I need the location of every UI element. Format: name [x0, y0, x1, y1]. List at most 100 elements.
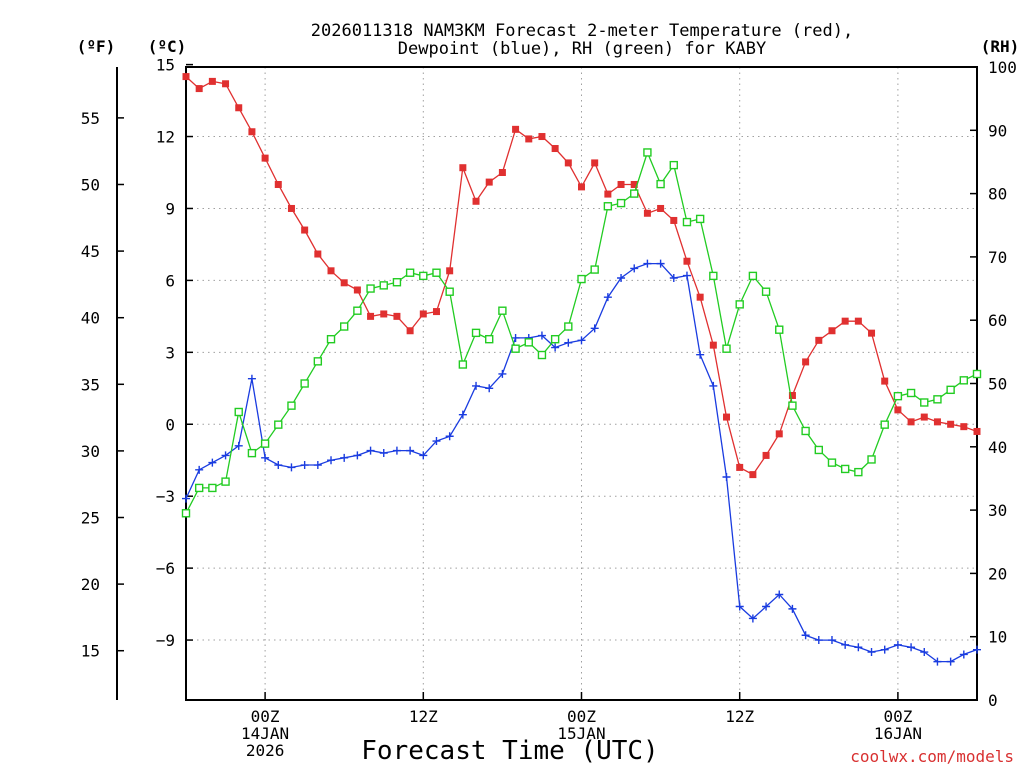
x-tick-label: 14JAN: [241, 724, 289, 743]
data-point: [827, 458, 837, 467]
data-point: [933, 418, 941, 426]
data-point: [762, 602, 771, 611]
data-point: [392, 446, 401, 455]
data-point: [261, 154, 269, 162]
data-point: [367, 312, 375, 320]
data-point: [564, 338, 573, 347]
data-point: [485, 178, 493, 186]
data-point: [511, 333, 520, 342]
data-point: [656, 179, 665, 189]
data-point: [300, 379, 309, 388]
data-point: [880, 645, 889, 654]
data-point: [564, 159, 572, 167]
fahrenheit-tick-label: 25: [81, 509, 100, 528]
data-point: [221, 451, 230, 460]
data-point: [788, 604, 797, 613]
fahrenheit-tick-label: 35: [81, 375, 100, 394]
data-point: [221, 477, 230, 486]
data-point: [194, 483, 204, 493]
data-point: [300, 461, 309, 470]
data-point: [643, 259, 652, 268]
data-point: [525, 135, 533, 143]
data-point: [181, 509, 191, 518]
data-point: [195, 85, 203, 93]
data-point: [498, 306, 507, 315]
data-point: [406, 446, 415, 455]
data-point: [722, 344, 731, 353]
data-point: [802, 358, 810, 366]
data-point: [301, 226, 309, 234]
data-point: [472, 381, 481, 390]
data-point: [432, 437, 441, 446]
fahrenheit-tick-label: 45: [81, 242, 100, 261]
data-point: [801, 631, 810, 640]
data-point: [287, 204, 295, 212]
data-point: [814, 445, 823, 455]
data-point: [366, 446, 375, 455]
series-dewpoint: [182, 259, 981, 666]
data-point: [841, 640, 850, 649]
data-point: [761, 287, 771, 296]
data-point: [326, 334, 336, 344]
celsius-tick-label: 0: [165, 415, 175, 434]
data-point: [670, 216, 678, 224]
data-point: [920, 413, 928, 421]
data-point: [683, 257, 691, 265]
data-point: [946, 385, 955, 395]
data-point: [353, 451, 362, 460]
data-point: [366, 284, 375, 293]
data-point: [709, 341, 717, 349]
data-point: [630, 264, 639, 273]
rh-tick-label: 80: [988, 185, 1007, 204]
data-point: [551, 343, 560, 352]
data-point: [392, 278, 402, 287]
data-point: [840, 464, 850, 474]
data-point: [247, 374, 256, 383]
data-point: [446, 267, 454, 275]
data-point: [327, 267, 335, 275]
data-point: [894, 406, 902, 414]
gridlines: [186, 67, 977, 700]
source-credit: coolwx.com/models: [850, 747, 1014, 766]
data-point: [380, 310, 388, 318]
data-point: [630, 189, 639, 198]
rh-tick-label: 50: [988, 375, 1007, 394]
data-point: [419, 310, 427, 318]
data-point: [643, 148, 652, 157]
x-tick-label: 12Z: [725, 707, 754, 726]
data-point: [682, 271, 691, 280]
series-line: [185, 150, 978, 514]
data-point: [947, 420, 955, 428]
data-point: [657, 204, 665, 212]
axes: [116, 63, 978, 701]
fahrenheit-tick-label: 15: [81, 642, 100, 661]
data-point: [578, 183, 585, 191]
data-point: [748, 614, 757, 623]
data-point: [920, 648, 929, 657]
data-point: [669, 274, 678, 282]
data-point: [234, 441, 243, 450]
data-point: [524, 338, 533, 347]
data-point: [537, 331, 546, 340]
data-point: [550, 334, 560, 344]
data-point: [603, 202, 613, 211]
fahrenheit-tick-label: 55: [81, 109, 100, 128]
data-point: [696, 293, 704, 301]
data-point: [748, 271, 758, 281]
data-point: [405, 268, 415, 277]
data-point: [933, 657, 942, 666]
data-point: [814, 636, 823, 645]
data-point: [972, 369, 982, 379]
data-point: [247, 448, 257, 458]
data-point: [617, 180, 625, 188]
celsius-tick-label: 12: [156, 128, 175, 147]
data-point: [340, 322, 349, 331]
data-point: [709, 381, 718, 390]
data-point: [195, 465, 204, 474]
data-point: [564, 322, 573, 331]
data-point: [485, 334, 494, 344]
data-point: [498, 169, 506, 176]
data-point: [459, 164, 467, 172]
data-point: [801, 426, 810, 436]
rh-tick-label: 40: [988, 438, 1007, 457]
